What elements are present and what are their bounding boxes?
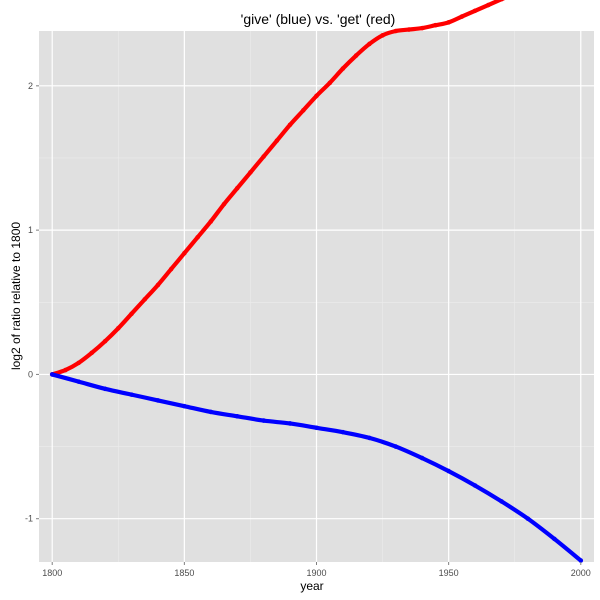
data-point <box>102 386 108 392</box>
data-point <box>115 325 121 331</box>
data-point <box>76 379 81 384</box>
data-point <box>89 350 95 356</box>
y-axis-title: log2 of ratio relative to 1800 <box>9 222 23 370</box>
data-point <box>472 8 478 14</box>
data-point <box>287 421 293 426</box>
data-point <box>182 250 187 256</box>
data-point <box>314 425 319 431</box>
data-point <box>142 297 148 302</box>
y-tick-label: -1 <box>25 514 33 524</box>
data-point <box>129 392 134 397</box>
data-point <box>499 499 504 504</box>
data-point <box>261 154 266 159</box>
data-point <box>433 22 438 28</box>
data-point <box>155 398 161 403</box>
data-point <box>208 409 214 415</box>
data-point <box>393 444 399 449</box>
data-point <box>578 558 584 563</box>
data-point <box>340 66 346 71</box>
data-point <box>155 282 161 288</box>
data-point <box>182 403 187 409</box>
data-point <box>340 429 346 435</box>
data-point <box>485 2 491 8</box>
x-tick-label: 1850 <box>174 568 194 578</box>
x-tick-label: 1950 <box>439 568 459 578</box>
data-point <box>419 455 425 461</box>
data-point <box>102 338 108 344</box>
data-point <box>446 468 451 474</box>
major-gridlines <box>39 31 594 562</box>
data-point <box>406 27 412 32</box>
y-tick-label: 1 <box>28 225 33 235</box>
data-point <box>221 201 227 207</box>
data-point <box>287 122 293 128</box>
series-0 <box>49 0 506 377</box>
y-tick-label: 2 <box>28 81 33 91</box>
data-point <box>459 14 465 19</box>
data-point <box>129 311 134 317</box>
data-point <box>367 41 372 47</box>
data-point <box>353 53 359 58</box>
data-point <box>314 93 319 99</box>
data-point <box>49 372 55 377</box>
data-point <box>76 360 81 366</box>
chart-title: 'give' (blue) vs. 'get' (red) <box>241 11 396 27</box>
y-tick-label: 0 <box>28 369 33 379</box>
x-tick-label: 2000 <box>571 568 591 578</box>
data-point <box>472 483 478 488</box>
data-point <box>63 367 68 373</box>
x-tick-label: 1800 <box>42 568 62 578</box>
data-point <box>248 170 253 175</box>
series-layer <box>49 0 584 563</box>
data-point <box>327 80 333 86</box>
data-point <box>552 536 557 542</box>
data-point <box>446 20 451 25</box>
axis-ticks: 1800 1850 1900 1950 2000 -1 0 1 2 <box>25 81 591 578</box>
data-point <box>168 266 174 272</box>
data-point <box>419 25 425 31</box>
data-point <box>274 138 280 143</box>
data-point <box>261 418 266 423</box>
data-point <box>195 235 200 240</box>
data-point <box>380 33 385 38</box>
data-point <box>367 435 372 441</box>
data-point <box>525 516 531 522</box>
data-point <box>393 28 399 34</box>
data-point <box>300 108 306 113</box>
data-point <box>208 219 214 224</box>
x-axis-title: year <box>300 579 323 593</box>
x-tick-label: 1900 <box>306 568 326 578</box>
series-1 <box>49 372 584 563</box>
data-point <box>234 413 240 419</box>
data-point <box>234 185 240 191</box>
data-point <box>499 0 504 2</box>
